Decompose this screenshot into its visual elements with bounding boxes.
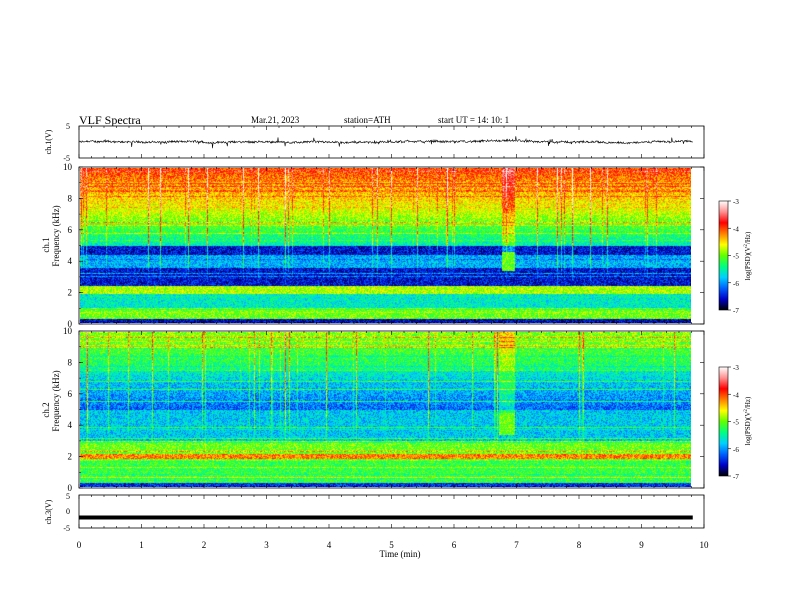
ch1-colorbar-ticks: -3 -4 -5 -6 -7 [728,198,739,315]
ch1-colorbar-label: log(PSD)(V2/Hz) [744,231,752,280]
ch1-spectrogram-ytick-label: 0 [68,319,73,329]
figure-title: VLF Spectra [79,113,141,127]
ch1-colorbar [718,200,729,311]
ch2-spectrogram-ytick-label: 8 [68,357,73,367]
colorbar-tick-label: -3 [733,364,739,372]
colorbar-tick-label: -6 [733,280,739,288]
ch1-waveform-ylabel: ch.1(V) [44,129,53,154]
ch3-waveform-xticks [78,495,705,528]
ch1-spectrogram-image [80,168,691,323]
time-axis-tick-label: 0 [77,540,82,550]
ch1-waveform-tick-top: 5 [66,122,70,131]
ch3-waveform-ylabel: ch.3(V) [44,499,53,524]
time-axis-tick-label: 8 [577,540,582,550]
ch1-spectrogram-ytick-label: 8 [68,193,73,203]
time-axis-tick-label: 7 [514,540,519,550]
ch2-spectrogram-ytick-label: 4 [68,420,73,430]
time-axis-label: Time (min) [380,549,421,559]
time-axis-tick-label: 2 [202,540,207,550]
time-axis-tick-label: 10 [700,540,710,550]
ch1-spectrogram-ylabel-frequency: Frequency (kHz) [51,205,61,266]
ch1-spectrogram-ytick-label: 2 [68,288,73,298]
time-axis-tick-label: 4 [327,540,332,550]
ch3-waveform-panel: 5 0 -5 ch.3(V) 0 1 2 3 4 5 6 7 8 9 10 Time (min) [44,492,709,559]
ch3-waveform-tick-mid: 0 [66,507,70,516]
ch1-spectrogram-xticks [78,167,705,324]
time-axis-tick-label: 9 [639,540,644,550]
ch2-spectrogram-ytick-label: 0 [68,483,73,493]
ch2-spectrogram-ytick-label: 2 [68,452,73,462]
ch2-spectrogram-ytick-label: 6 [68,389,73,399]
colorbar-tick-label: -4 [733,391,739,399]
ch2-spectrogram-image [80,332,691,487]
ch2-spectrogram-ylabel-channel: ch.2 [41,402,51,417]
ch1-waveform-tick-bottom: -5 [63,154,70,163]
time-axis-tick-label: 1 [139,540,144,550]
ch2-spectrogram-yticks: 0 2 4 6 8 10 [63,326,704,493]
colorbar-tick-label: -6 [733,446,739,454]
ch2-colorbar-label: log(PSD)(V2/Hz) [744,396,752,445]
ch2-colorbar-ticks: -3 -4 -5 -6 -7 [728,364,739,481]
time-axis-tick-labels: 0 1 2 3 4 5 6 7 8 9 10 [77,540,709,550]
colorbar-tick-label: -4 [733,225,739,233]
ch3-waveform-tick-bottom: -5 [63,524,70,533]
time-axis-tick-label: 5 [389,540,394,550]
colorbar-tick-label: -5 [733,253,739,261]
date-label: Mar.21, 2023 [251,115,300,125]
colorbar-tick-label: -7 [733,307,739,315]
ch2-spectrogram-xticks [78,331,705,488]
ch2-colorbar [718,366,729,477]
ch1-spectrogram-yticks: 0 2 4 6 8 10 [63,162,704,329]
colorbar-tick-label: -5 [733,419,739,427]
ch1-waveform-xticks [78,126,705,158]
time-axis-tick-label: 3 [264,540,269,550]
ch3-waveform-tick-top: 5 [66,492,70,501]
ch1-spectrogram-ylabel-channel: ch.1 [41,237,51,252]
ch1-spectrogram-ytick-label: 10 [63,162,73,172]
ch1-spectrogram-ytick-label: 4 [68,256,73,266]
ch2-spectrogram-ytick-label: 10 [63,326,73,336]
ch3-waveform-frame [78,494,705,529]
ch2-spectrogram-ylabel-frequency: Frequency (kHz) [51,370,61,431]
colorbar-tick-label: -7 [733,473,739,481]
station-label: station=ATH [344,115,391,125]
ch1-waveform-panel: 5 -5 ch.1(V) [44,122,705,163]
time-axis-tick-label: 6 [452,540,457,550]
ch1-spectrogram-ytick-label: 6 [68,225,73,235]
colorbar-tick-label: -3 [733,198,739,206]
ch1-waveform-trace [78,136,693,149]
start-time-label: start UT = 14: 10: 1 [438,115,509,125]
